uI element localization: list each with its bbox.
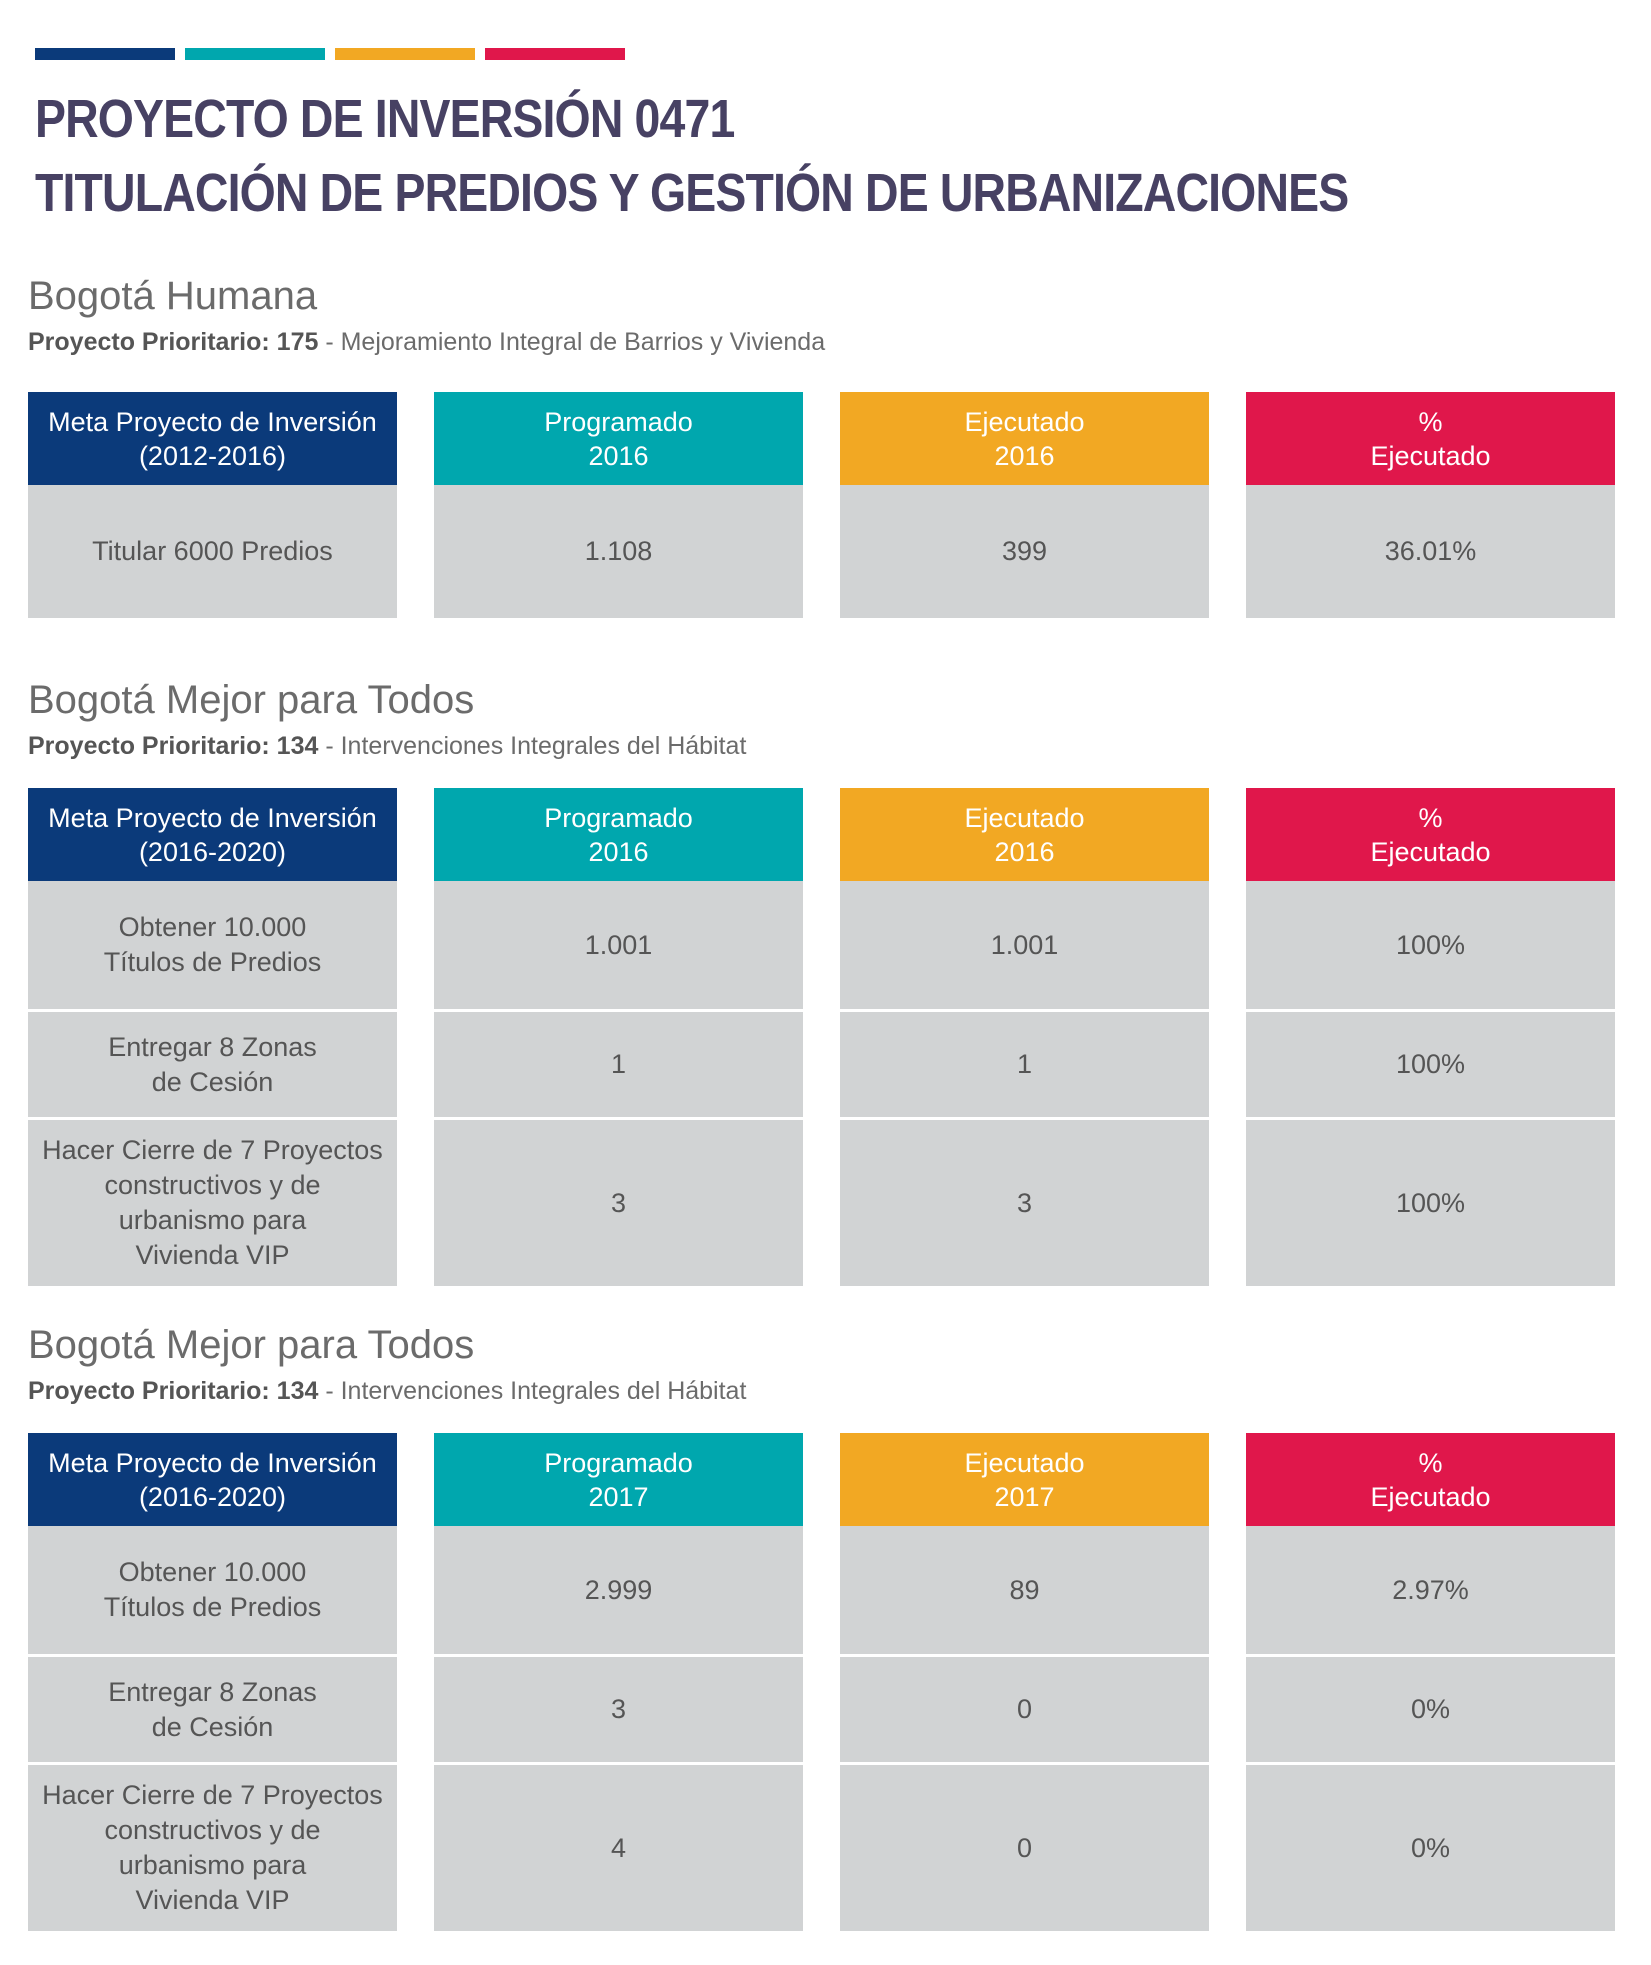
column-ejecutado: Ejecutado 2016 1.001 1 3 [840,788,1209,1286]
header-meta: Meta Proyecto de Inversión (2016-2020) [28,1433,397,1526]
cell-meta: Hacer Cierre de 7 Proyectos constructivo… [28,1762,397,1931]
cell-meta: Titular 6000 Predios [28,485,397,618]
header-programado: Programado 2016 [434,788,803,881]
cell-programado: 2.999 [434,1526,803,1654]
cell-porcentaje: 36.01% [1246,485,1615,618]
cell-porcentaje: 100% [1246,1009,1615,1117]
cell-meta: Obtener 10.000 Títulos de Predios [28,1526,397,1654]
cell-porcentaje: 0% [1246,1762,1615,1931]
column-porcentaje: % Ejecutado 100% 100% 100% [1246,788,1615,1286]
cell-ejecutado: 399 [840,485,1209,618]
section-subtitle: Proyecto Prioritario: 134 - Intervencion… [28,1375,1622,1407]
header-ejecutado: Ejecutado 2016 [840,788,1209,881]
section-bogota-humana: Bogotá Humana Proyecto Prioritario: 175 … [28,272,1622,622]
project-description: - Intervenciones Integrales del Hábitat [318,1377,747,1405]
project-description: - Mejoramiento Integral de Barrios y Viv… [318,328,826,356]
color-bar-orange [335,48,475,60]
cell-programado: 4 [434,1762,803,1931]
project-label: Proyecto Prioritario: 175 [28,328,319,356]
goal-table: Meta Proyecto de Inversión (2016-2020) O… [28,788,1615,1286]
goal-table: Meta Proyecto de Inversión (2016-2020) O… [28,1433,1615,1931]
cell-ejecutado: 1 [840,1009,1209,1117]
column-meta: Meta Proyecto de Inversión (2016-2020) O… [28,1433,397,1931]
goal-table: Meta Proyecto de Inversión (2012-2016) T… [28,392,1615,618]
column-porcentaje: % Ejecutado 2.97% 0% 0% [1246,1433,1615,1931]
page-title-line-2: TITULACIÓN DE PREDIOS Y GESTIÓN DE URBAN… [35,163,1349,223]
header-porcentaje: % Ejecutado [1246,788,1615,881]
color-bar-teal [185,48,325,60]
column-programado: Programado 2017 2.999 3 4 [434,1433,803,1931]
section-bogota-mejor-2017: Bogotá Mejor para Todos Proyecto Priorit… [28,1321,1622,1931]
color-bar-crimson [485,48,625,60]
project-label: Proyecto Prioritario: 134 [28,732,319,760]
cell-meta: Obtener 10.000 Títulos de Predios [28,881,397,1009]
header-ejecutado: Ejecutado 2016 [840,392,1209,485]
cell-ejecutado: 0 [840,1762,1209,1931]
cell-meta: Entregar 8 Zonas de Cesión [28,1009,397,1117]
column-meta: Meta Proyecto de Inversión (2012-2016) T… [28,392,397,618]
project-label: Proyecto Prioritario: 134 [28,1377,319,1405]
column-meta: Meta Proyecto de Inversión (2016-2020) O… [28,788,397,1286]
cell-ejecutado: 0 [840,1654,1209,1762]
column-programado: Programado 2016 1.108 [434,392,803,618]
section-title: Bogotá Mejor para Todos [28,1323,475,1367]
header-porcentaje: % Ejecutado [1246,1433,1615,1526]
column-porcentaje: % Ejecutado 36.01% [1246,392,1615,618]
cell-ejecutado: 89 [840,1526,1209,1654]
cell-porcentaje: 0% [1246,1654,1615,1762]
page-title: PROYECTO DE INVERSIÓN 0471 TITULACIÓN DE… [35,82,1349,230]
cell-meta: Entregar 8 Zonas de Cesión [28,1654,397,1762]
project-description: - Intervenciones Integrales del Hábitat [318,732,747,760]
header-meta: Meta Proyecto de Inversión (2012-2016) [28,392,397,485]
cell-programado: 1.108 [434,485,803,618]
cell-meta: Hacer Cierre de 7 Proyectos constructivo… [28,1117,397,1286]
header-ejecutado: Ejecutado 2017 [840,1433,1209,1526]
header-meta: Meta Proyecto de Inversión (2016-2020) [28,788,397,881]
header-porcentaje: % Ejecutado [1246,392,1615,485]
cell-porcentaje: 100% [1246,881,1615,1009]
column-programado: Programado 2016 1.001 1 3 [434,788,803,1286]
section-title: Bogotá Mejor para Todos [28,678,475,722]
section-bogota-mejor-2016: Bogotá Mejor para Todos Proyecto Priorit… [28,676,1622,1286]
page-title-line-1: PROYECTO DE INVERSIÓN 0471 [35,89,735,149]
header-programado: Programado 2016 [434,392,803,485]
section-subtitle: Proyecto Prioritario: 134 - Intervencion… [28,730,1622,762]
section-title: Bogotá Humana [28,274,318,318]
column-ejecutado: Ejecutado 2016 399 [840,392,1209,618]
color-bar-navy [35,48,175,60]
header-programado: Programado 2017 [434,1433,803,1526]
column-ejecutado: Ejecutado 2017 89 0 0 [840,1433,1209,1931]
cell-ejecutado: 3 [840,1117,1209,1286]
cell-ejecutado: 1.001 [840,881,1209,1009]
cell-programado: 1 [434,1009,803,1117]
cell-porcentaje: 2.97% [1246,1526,1615,1654]
cell-programado: 3 [434,1654,803,1762]
cell-porcentaje: 100% [1246,1117,1615,1286]
section-subtitle: Proyecto Prioritario: 175 - Mejoramiento… [28,326,1622,358]
cell-programado: 1.001 [434,881,803,1009]
cell-programado: 3 [434,1117,803,1286]
